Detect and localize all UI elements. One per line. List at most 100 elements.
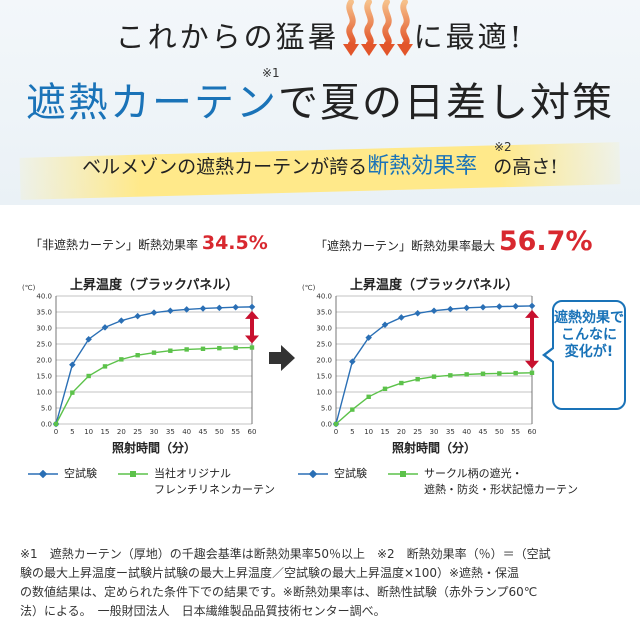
legend-right-product: サークル柄の遮光・ 遮熱・防炎・形状記憶カーテン — [424, 466, 578, 498]
right-chart-series-0-point — [430, 307, 438, 314]
headline-line-1: これからの猛暑 に最適! — [0, 14, 640, 56]
right-chart-xlabel: 照射時間（分） — [392, 440, 476, 455]
tagline: ベルメゾンの遮熱カーテンが誇る断熱効果率 の高さ! — [0, 148, 640, 180]
tagline-post: の高さ! — [493, 156, 558, 178]
left-chart-series-0-point — [199, 305, 207, 312]
left-chart-series-0-point — [118, 317, 125, 324]
legend-right-blank-swatch — [298, 470, 328, 478]
right-rate-value: 56.7% — [498, 226, 593, 257]
right-chart-ytick: 10.0 — [316, 389, 332, 397]
left-chart-xtick: 15 — [101, 428, 110, 436]
left-chart-series-1-point — [233, 345, 238, 351]
left-chart-ytick: 5.0 — [41, 405, 52, 413]
footnote-line-2: 験の最大上昇温度ー試験片試験の最大上昇温度／空試験の最大上昇温度×100）※遮熱… — [20, 566, 520, 580]
right-arrow-icon — [269, 345, 295, 371]
right-chart: (℃) 0.0 5.0 10.0 15.0 20.0 25.0 30.0 35.0 40.0 0 5 1… — [302, 284, 539, 455]
right-chart-xtick: 5 — [350, 428, 354, 436]
right-chart-series-1-point — [513, 370, 518, 376]
right-chart-ytick: 40.0 — [316, 293, 332, 301]
legend-right-blank: 空試験 — [334, 467, 367, 480]
right-chart-series-0-point — [398, 314, 405, 321]
left-chart: (℃) 0.0 5.0 10.0 15.0 20.0 25.0 30.0 35.0 40.0 0 5 1… — [22, 284, 259, 455]
right-chart-diff-arrow-down — [525, 360, 539, 369]
right-chart-xtick: 50 — [495, 428, 504, 436]
left-rate-label: 「非遮熱カーテン」断熱効果率 — [30, 238, 199, 252]
right-chart-xtick: 45 — [479, 428, 488, 436]
left-chart-series-1-point — [119, 357, 124, 362]
right-chart-series-0-point — [528, 302, 536, 310]
right-chart-series-1-line — [335, 372, 533, 425]
left-chart-xtick: 50 — [215, 428, 224, 436]
left-chart-diff-arrow-up — [245, 310, 259, 319]
footnote-line-1: ※1 遮熱カーテン（厚地）の千趣会基準は断熱効果率50％以上 ※2 断熱効果率（… — [20, 547, 551, 561]
left-chart-series-0-point — [183, 306, 190, 313]
headline-line-1-left: これからの猛暑 — [115, 20, 340, 54]
left-chart-title: 上昇温度（ブラックパネル） — [70, 278, 239, 293]
right-chart-ytick: 25.0 — [316, 341, 332, 349]
headline-note-mark: ※1 — [262, 66, 280, 80]
right-chart-series-0-point — [447, 305, 454, 313]
left-rate: 「非遮熱カーテン」断熱効果率 34.5% — [30, 232, 268, 254]
left-chart-ytick: 0.0 — [41, 421, 52, 429]
left-chart-ytick: 15.0 — [36, 373, 52, 381]
right-chart-series-0-point — [414, 310, 421, 317]
right-chart-xtick: 30 — [430, 428, 439, 436]
legend-left-product-swatch — [118, 471, 148, 477]
tagline-note-mark: ※2 — [494, 140, 512, 154]
callout-line-3: 変化が! — [564, 344, 614, 360]
legend-left-blank: 空試験 — [64, 467, 97, 480]
right-chart-series-1-point — [366, 394, 371, 399]
left-chart-xtick: 5 — [70, 428, 74, 436]
left-chart-series-1-point — [168, 348, 173, 353]
footnote: ※1 遮熱カーテン（厚地）の千趣会基準は断熱効果率50％以上 ※2 断熱効果率（… — [20, 545, 620, 621]
left-chart-series-1-line — [55, 346, 253, 425]
effect-callout: 遮熱効果で こんなに 変化が! — [542, 300, 626, 410]
left-chart-series-0-line — [55, 306, 253, 425]
right-chart-xtick: 60 — [528, 428, 537, 436]
left-rate-value: 34.5% — [201, 232, 268, 254]
left-chart-xtick: 60 — [248, 428, 257, 436]
left-chart-ytick: 10.0 — [36, 389, 52, 397]
left-chart-series-1-point — [184, 347, 189, 352]
left-chart-ytick: 30.0 — [36, 325, 52, 333]
right-chart-series-1-point — [480, 371, 486, 376]
callout-line-2: こんなに — [561, 327, 617, 343]
right-chart-xtick: 55 — [511, 428, 520, 436]
headline-line-2: 遮熱カーテンで夏の日差し対策 — [0, 70, 640, 128]
left-chart-series-1-point — [135, 353, 140, 358]
left-chart-diff-arrow-down — [245, 335, 259, 344]
right-chart-ytick: 35.0 — [316, 309, 332, 317]
heat-wave-arrows-icon — [343, 0, 413, 56]
right-chart-xtick: 25 — [413, 428, 422, 436]
right-chart-series-1-point — [415, 377, 420, 382]
headline-product-name: 遮熱カーテン — [26, 80, 278, 126]
left-chart-xtick: 45 — [199, 428, 208, 436]
right-rate-label: 「遮熱カーテン」断熱効果率最大 — [315, 239, 496, 253]
left-chart-ylabel: (℃) — [22, 284, 36, 292]
right-chart-series-0-point — [463, 304, 470, 312]
left-chart-xtick: 20 — [117, 428, 126, 436]
right-chart-ytick: 15.0 — [316, 373, 332, 381]
right-chart-xtick: 20 — [397, 428, 406, 436]
left-chart-ytick: 20.0 — [36, 357, 52, 365]
callout-line-1: 遮熱効果で — [554, 310, 624, 326]
right-chart-ytick: 30.0 — [316, 325, 332, 333]
right-chart-series-1-point — [350, 407, 355, 412]
right-chart-xtick: 15 — [381, 428, 390, 436]
headline-line-2-rest: で夏の日差し対策 — [278, 80, 614, 126]
left-chart-series-1-point — [249, 345, 255, 350]
legend-right-product-line2: 遮熱・防炎・形状記憶カーテン — [424, 483, 578, 496]
left-chart-xtick: 55 — [231, 428, 240, 436]
right-chart-series-0-point — [496, 303, 503, 310]
left-chart-xlabel: 照射時間（分） — [112, 440, 196, 455]
tagline-pre: ベルメゾンの遮熱カーテンが誇る — [82, 156, 368, 178]
right-chart-series-0-line — [335, 305, 533, 425]
left-chart-xtick: 0 — [54, 428, 58, 436]
left-chart-series-0-point — [134, 312, 141, 320]
right-chart-ylabel: (℃) — [302, 284, 316, 292]
left-chart-series-0-point — [248, 303, 256, 311]
right-chart-series-1-point — [529, 370, 535, 375]
left-chart-ytick: 40.0 — [36, 293, 52, 301]
left-chart-series-1-point — [102, 364, 108, 369]
right-chart-title: 上昇温度（ブラックパネル） — [350, 278, 519, 293]
